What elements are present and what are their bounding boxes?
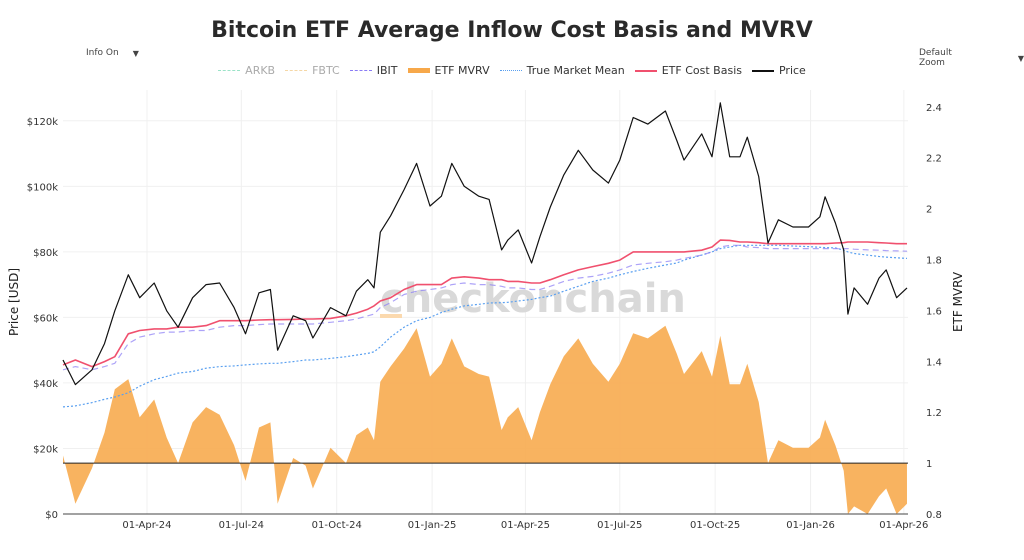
legend-label: ETF Cost Basis xyxy=(661,64,742,77)
x-tick-label: 01-Apr-25 xyxy=(501,520,550,531)
legend-label: ARKB xyxy=(245,64,276,77)
legend-swatch xyxy=(634,69,657,72)
legend-item-ibit[interactable]: IBIT xyxy=(349,64,398,77)
y-tick-label: $0 xyxy=(45,510,58,521)
y2-tick-label: 1.2 xyxy=(926,408,942,419)
legend-swatch xyxy=(285,70,308,71)
legend-swatch xyxy=(499,70,522,71)
x-tick-label: 01-Jul-25 xyxy=(597,520,642,531)
series-etf-mvrv-area xyxy=(63,325,907,514)
zoom-dropdown-label: Default Zoom xyxy=(919,48,952,68)
watermark-underscore xyxy=(380,314,402,318)
series-ibit-line xyxy=(62,244,908,371)
y2-axis-title: ETF MVRV xyxy=(951,271,965,332)
legend-swatch xyxy=(349,70,372,71)
legend-item-etf-mvrv[interactable]: ETF MVRV xyxy=(407,64,490,77)
y-tick-label: $40k xyxy=(33,379,58,390)
y-tick-label: $80k xyxy=(33,248,58,259)
y2-tick-label: 0.8 xyxy=(926,510,942,521)
legend-item-price[interactable]: Price xyxy=(751,64,806,77)
legend-item-etf-cost-basis[interactable]: ETF Cost Basis xyxy=(634,64,742,77)
y2-tick-label: 1.6 xyxy=(926,306,942,317)
x-tick-label: 01-Jul-24 xyxy=(219,520,264,531)
legend: ARKB FBTC IBIT ETF MVRV True Market Mean ETF … xyxy=(0,64,1024,77)
y2-tick-label: 1.4 xyxy=(926,357,942,368)
x-tick-label: 01-Oct-25 xyxy=(690,520,740,531)
y-tick-label: $60k xyxy=(33,313,58,324)
x-tick-label: 01-Jan-26 xyxy=(786,520,835,531)
legend-item-fbtc[interactable]: FBTC xyxy=(285,64,340,77)
zoom-dropdown[interactable]: Default Zoom ▼ xyxy=(919,48,1024,68)
chart-title: Bitcoin ETF Average Inflow Cost Basis an… xyxy=(211,18,813,43)
x-tick-label: 01-Apr-24 xyxy=(122,520,171,531)
triangle-down-icon: ▼ xyxy=(132,48,139,58)
legend-label: IBIT xyxy=(376,64,398,77)
x-tick-label: 01-Jan-25 xyxy=(408,520,457,531)
series-price-line xyxy=(62,102,908,386)
legend-swatch xyxy=(407,68,430,73)
legend-swatch xyxy=(751,69,774,72)
legend-swatch xyxy=(218,70,241,71)
y-tick-label: $120k xyxy=(27,117,58,128)
y-axis-title: Price [USD] xyxy=(7,268,21,336)
y2-tick-label: 2.2 xyxy=(926,154,942,165)
y2-tick-label: 1.8 xyxy=(926,255,942,266)
y-tick-label: $20k xyxy=(33,444,58,455)
series-etf-cost-basis-line xyxy=(62,239,907,368)
y2-tick-label: 1 xyxy=(926,459,932,470)
x-tick-label: 01-Apr-26 xyxy=(879,520,928,531)
x-tick-label: 01-Oct-24 xyxy=(312,520,362,531)
legend-item-arkb[interactable]: ARKB xyxy=(218,64,275,77)
y2-tick-label: 2.4 xyxy=(926,103,942,114)
info-dropdown[interactable]: Info On ▼ xyxy=(86,48,139,58)
legend-label: FBTC xyxy=(312,64,340,77)
y2-tick-label: 2 xyxy=(926,205,932,216)
legend-label: True Market Mean xyxy=(526,64,625,77)
legend-item-true-market-mean[interactable]: True Market Mean xyxy=(499,64,625,77)
series-true-market-mean-line xyxy=(62,244,908,408)
legend-label: Price xyxy=(778,64,806,77)
triangle-down-icon: ▼ xyxy=(1017,53,1024,63)
y-tick-label: $100k xyxy=(27,182,58,193)
info-dropdown-label: Info On xyxy=(86,48,119,58)
legend-label: ETF MVRV xyxy=(434,64,490,77)
